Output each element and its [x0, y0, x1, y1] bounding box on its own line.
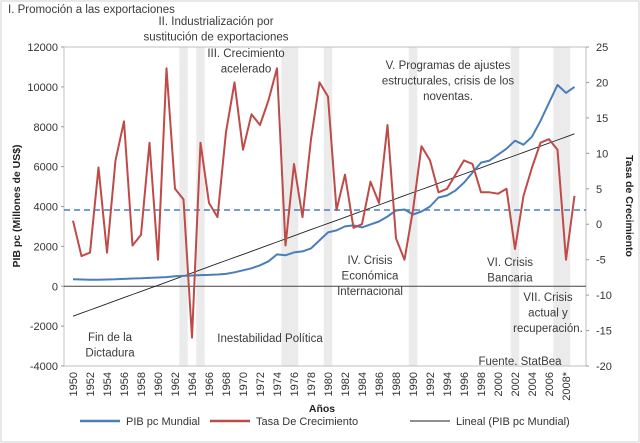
- y2-tick-label: 20: [596, 77, 608, 89]
- annotation: Inestabilidad Política: [217, 333, 323, 345]
- x-tick-label: 1958: [136, 372, 148, 396]
- x-tick-label: 2008*: [561, 371, 573, 400]
- x-tick-label: 1980: [323, 372, 335, 396]
- annotation: II. Industrialización por: [158, 16, 273, 28]
- x-tick-label: 1966: [204, 372, 216, 396]
- x-tick-label: 1968: [221, 372, 233, 396]
- x-tick-label: 1992: [425, 372, 437, 396]
- y2-tick-label: 10: [596, 148, 608, 160]
- x-tick-label: 1964: [187, 372, 199, 396]
- y-tick-label: -4000: [30, 361, 58, 373]
- annotation: Fin de la: [88, 332, 133, 344]
- x-tick-label: 1962: [170, 372, 182, 396]
- shaded-period: [561, 47, 571, 366]
- y-tick-label: 2000: [34, 241, 58, 253]
- annotation: V. Programas de ajustes: [386, 60, 511, 72]
- annotation: VI. Crisis: [487, 257, 533, 269]
- x-tick-label: 2002: [510, 372, 522, 396]
- y-tick-label: 6000: [34, 162, 58, 174]
- annotation: III. Crecimiento: [207, 48, 284, 60]
- x-tick-label: 1954: [102, 372, 114, 396]
- x-tick-label: 1996: [459, 372, 471, 396]
- x-tick-label: 1974: [272, 372, 284, 396]
- y-axis-title: PIB pc (Millones de US$): [11, 144, 23, 267]
- annotation: Dictadura: [85, 348, 135, 360]
- shaded-period: [281, 47, 290, 366]
- y-tick-label: 0: [52, 281, 58, 293]
- legend-label: Tasa De Crecimiento: [256, 416, 358, 428]
- x-tick-label: 1956: [119, 372, 131, 396]
- legend-label: PIB pc Mundial: [126, 416, 200, 428]
- shaded-period: [510, 47, 520, 366]
- series-line: [72, 67, 576, 339]
- shaded-period: [289, 47, 299, 366]
- x-tick-label: 2004: [527, 372, 539, 396]
- x-tick-label: 1988: [391, 372, 403, 396]
- annotation: acelerado: [221, 64, 272, 76]
- annotation: sustitución de exportaciones: [143, 32, 288, 44]
- series-line: [72, 83, 576, 281]
- x-tick-label: 1994: [442, 372, 454, 396]
- y-tick-label: 12000: [27, 42, 58, 54]
- x-tick-label: 1976: [289, 372, 301, 396]
- x-tick-label: 1990: [408, 372, 420, 396]
- series-line: [72, 133, 575, 317]
- x-tick-label: 1950: [68, 372, 80, 396]
- x-tick-label: 1970: [238, 372, 250, 396]
- x-tick-label: 1986: [374, 372, 386, 396]
- x-tick-label: 1972: [255, 372, 267, 396]
- x-axis-title: Años: [309, 403, 335, 415]
- x-tick-label: 1960: [153, 372, 165, 396]
- y-tick-label: 4000: [34, 202, 58, 214]
- legend-label: Lineal (PIB pc Mundial): [456, 416, 570, 428]
- y2-tick-label: -15: [596, 326, 612, 338]
- annotation: Internacional: [337, 286, 403, 298]
- annotation: Económica: [342, 271, 399, 283]
- annotation: Bancaria: [487, 273, 533, 285]
- x-tick-label: 2000: [493, 372, 505, 396]
- y-tick-label: 8000: [34, 122, 58, 134]
- x-tick-label: 2006: [544, 372, 556, 396]
- y2-tick-label: 0: [596, 219, 602, 231]
- annotation: actual y: [528, 308, 568, 320]
- y2-tick-label: -5: [596, 255, 606, 267]
- y-tick-label: -2000: [30, 321, 58, 333]
- annotation: I. Promoción a las exportaciones: [8, 4, 175, 16]
- x-tick-label: 1998: [476, 372, 488, 396]
- shaded-period: [196, 47, 205, 366]
- x-tick-label: 1984: [357, 372, 369, 396]
- annotation: recuperación.: [513, 323, 583, 335]
- y2-tick-label: -10: [596, 290, 612, 302]
- annotation: Fuente. StatBea: [478, 356, 562, 368]
- y2-tick-label: 15: [596, 113, 608, 125]
- x-tick-label: 1978: [306, 372, 318, 396]
- annotation: VII. Crisis: [523, 292, 572, 304]
- y-tick-label: 10000: [27, 82, 58, 94]
- x-tick-label: 1982: [340, 372, 352, 396]
- x-tick-label: 1952: [85, 372, 97, 396]
- y2-tick-label: 25: [596, 42, 608, 54]
- annotation: estructurales, crisis de los: [382, 76, 515, 88]
- y2-tick-label: 5: [596, 184, 602, 196]
- shaded-period: [553, 47, 562, 366]
- y2-tick-label: -20: [596, 361, 612, 373]
- shaded-period: [323, 47, 333, 366]
- y2-axis-title: Tasa de Crecimiento: [623, 155, 635, 257]
- annotation: noventas.: [423, 91, 473, 103]
- annotation: IV. Crisis: [348, 255, 393, 267]
